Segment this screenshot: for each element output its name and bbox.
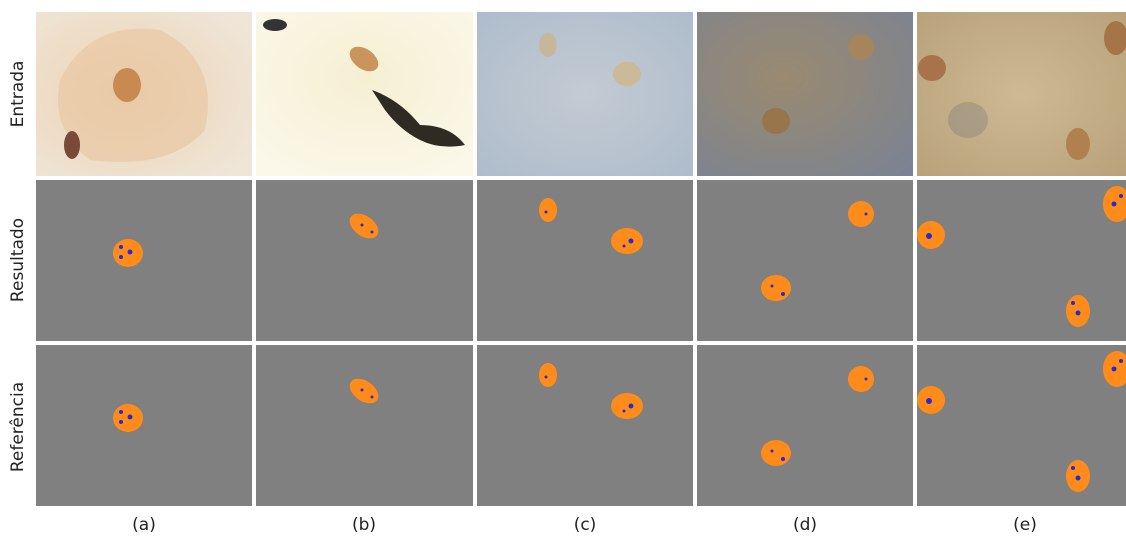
dot — [623, 245, 626, 248]
mask-panel — [917, 180, 1126, 341]
mask-panel — [36, 180, 252, 341]
nucleus-mask — [761, 275, 791, 301]
nucleus-mask — [539, 198, 557, 222]
column-label: (e) — [1013, 515, 1037, 535]
dot — [1112, 202, 1117, 207]
nucleus — [762, 108, 790, 134]
photo — [917, 12, 1126, 176]
dot — [361, 224, 364, 227]
dot — [629, 239, 634, 244]
nucleus-mask — [611, 228, 643, 254]
row-label: Referência — [8, 382, 28, 472]
column-label: (b) — [352, 515, 376, 535]
photo — [477, 12, 693, 176]
nucleus — [1066, 128, 1090, 160]
dot — [545, 211, 548, 214]
mask-panel — [256, 180, 473, 341]
debris — [263, 19, 287, 31]
dot — [119, 255, 123, 259]
result-row — [36, 180, 1126, 341]
nucleus — [613, 62, 641, 86]
dot — [781, 292, 785, 296]
mask-panel — [477, 180, 693, 341]
debris — [64, 131, 80, 159]
dot — [128, 250, 133, 255]
dot — [119, 245, 123, 249]
column-label: (c) — [574, 515, 597, 535]
blur — [948, 102, 988, 138]
nucleus — [113, 68, 141, 102]
figure: Entrada Resultado Referência (a) (b) (c)… — [0, 0, 1126, 538]
dot — [926, 233, 932, 239]
nucleus — [539, 33, 557, 57]
dot — [771, 285, 774, 288]
photo — [256, 12, 473, 176]
nucleus — [848, 34, 874, 60]
nucleus-mask — [848, 201, 874, 227]
photo — [697, 12, 913, 176]
mask-panel — [697, 180, 913, 341]
dot — [371, 231, 374, 234]
column-label: (a) — [132, 515, 156, 535]
row-label: Resultado — [8, 218, 28, 302]
nucleus — [918, 55, 946, 81]
dot — [865, 213, 868, 216]
dot — [1076, 311, 1081, 316]
dot — [1119, 194, 1123, 198]
reference-row — [36, 345, 1126, 506]
input-row — [36, 12, 1126, 176]
dot — [1071, 301, 1075, 305]
column-label: (d) — [793, 515, 817, 535]
row-label: Entrada — [8, 61, 28, 128]
